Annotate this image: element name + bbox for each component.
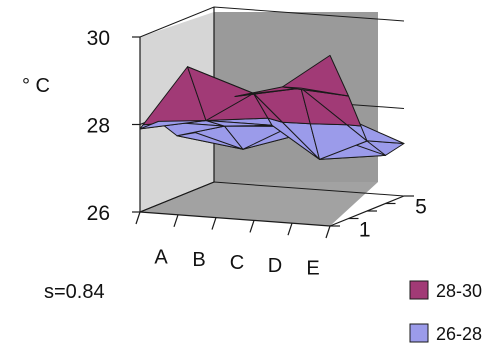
legend-swatch — [409, 280, 429, 300]
frame-edge-1 — [139, 211, 331, 227]
x-tick-label: D — [268, 255, 282, 277]
surface-facet-41 — [282, 86, 349, 97]
x-tick-mark — [287, 223, 293, 236]
tick-labels: 26 28 30 A B C D E 1 5 — [87, 27, 427, 280]
x-tick-mark — [325, 225, 331, 239]
legend-swatch — [409, 323, 429, 343]
smoothness-annotation: s=0.84 — [44, 281, 105, 303]
z-tick-label: 30 — [87, 27, 110, 50]
x-tick-label: C — [230, 252, 244, 274]
surface-facet-18 — [158, 120, 225, 137]
legend-label: 28-30 — [436, 281, 482, 301]
surface-facet-37 — [187, 66, 254, 121]
floor — [140, 182, 378, 226]
z-tick-label: 26 — [87, 202, 110, 225]
axis-labels: ° C — [22, 75, 50, 97]
x-tick-mark — [135, 211, 141, 225]
x-tick-label: B — [192, 249, 205, 271]
x-tick-label: E — [306, 258, 319, 280]
z-tick-label: 28 — [87, 115, 110, 138]
surface-facet-30 — [300, 87, 348, 126]
depth-tick-label: 5 — [415, 196, 427, 219]
x-tick-mark — [249, 220, 255, 233]
surface-facet-39 — [234, 87, 302, 97]
depth-tick-label: 1 — [359, 218, 371, 241]
surface-facet-26 — [253, 92, 283, 123]
surface-facet-11 — [224, 125, 291, 150]
x-tick-mark — [211, 217, 217, 230]
surface-facet-33 — [139, 120, 207, 130]
x-tick-mark — [173, 214, 179, 227]
x-tick-label: A — [154, 246, 168, 268]
surface-mesh — [139, 54, 405, 160]
frame-edge-3 — [139, 181, 215, 213]
legend: 28-30 26-28 — [409, 280, 482, 344]
y-axis-label: ° C — [22, 75, 50, 97]
legend-label: 26-28 — [436, 324, 482, 343]
surface-facet-21 — [205, 120, 273, 127]
